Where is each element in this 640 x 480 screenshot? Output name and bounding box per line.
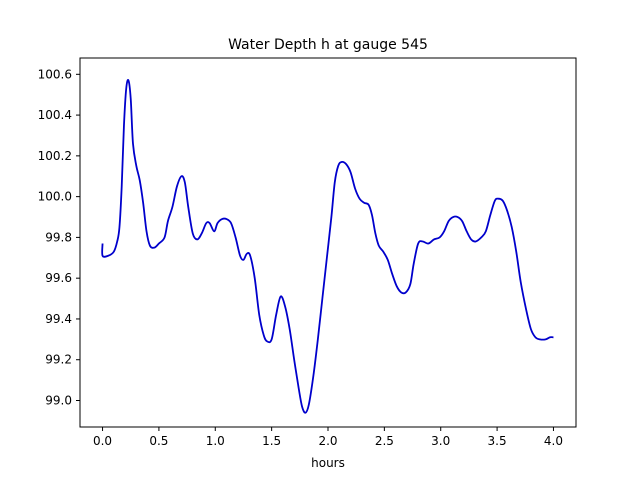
series-line [101, 79, 554, 414]
x-tick-label: 1.0 [206, 434, 225, 448]
x-axis-label: hours [311, 456, 345, 470]
y-tick-label: 100.0 [38, 190, 72, 204]
plot-frame [79, 57, 577, 428]
x-tick-label: 2.0 [318, 434, 337, 448]
y-tick-label: 99.8 [45, 230, 72, 244]
y-tick-label: 99.6 [45, 271, 72, 285]
y-tick-label: 100.4 [38, 108, 72, 122]
x-tick-label: 1.5 [262, 434, 281, 448]
series-layer [101, 79, 554, 414]
x-axis-ticks: 0.0 0.5 1.0 1.5 2.0 2.5 3.0 3.5 4.0 [93, 427, 563, 448]
y-tick-label: 100.6 [38, 67, 72, 81]
y-tick-label: 99.2 [45, 353, 72, 367]
x-tick-label: 3.0 [431, 434, 450, 448]
x-tick-label: 0.5 [149, 434, 168, 448]
x-tick-label: 0.0 [93, 434, 112, 448]
x-tick-label: 2.5 [375, 434, 394, 448]
x-tick-label: 4.0 [544, 434, 563, 448]
y-axis-ticks: 99.0 99.2 99.4 99.6 99.8 100.0 100.2 100.4 100.6 [38, 67, 80, 407]
chart-title: Water Depth h at gauge 545 [228, 37, 428, 53]
y-tick-label: 100.2 [38, 149, 72, 163]
x-tick-label: 3.5 [488, 434, 507, 448]
y-tick-label: 99.0 [45, 393, 72, 407]
y-tick-label: 99.4 [45, 312, 72, 326]
